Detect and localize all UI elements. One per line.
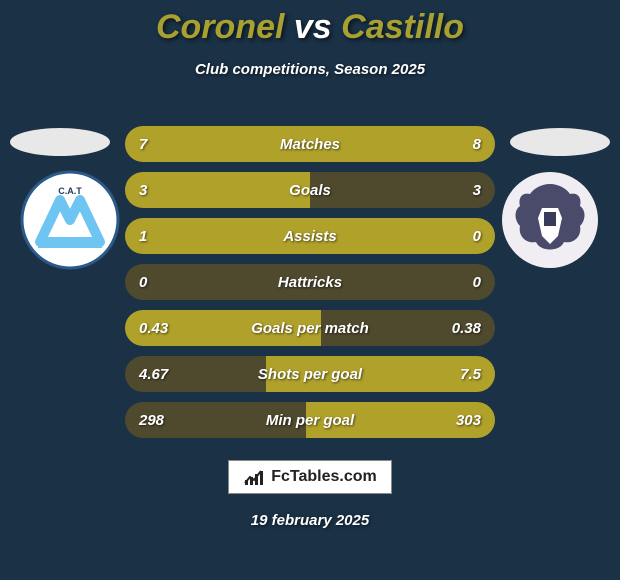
svg-text:C.A.T: C.A.T (58, 186, 82, 196)
club-crest-left-svg: C.A.T (20, 170, 120, 270)
infographic-container: Coronel vs Castillo Club competitions, S… (0, 0, 620, 580)
club-crest-left: C.A.T (20, 170, 120, 270)
infographic-date: 19 february 2025 (251, 512, 369, 529)
stat-label: Matches (125, 126, 495, 162)
stat-label: Shots per goal (125, 356, 495, 392)
comparison-title: Coronel vs Castillo (156, 8, 464, 47)
stat-row: 00Hattricks (125, 264, 495, 300)
stat-row: 33Goals (125, 172, 495, 208)
logo-text: FcTables.com (271, 468, 377, 486)
stat-row: 4.677.5Shots per goal (125, 356, 495, 392)
club-crest-right (500, 170, 600, 270)
stats-block: 78Matches 33Goals 10Assists 00Hattricks 0.43… (125, 126, 495, 438)
club-crest-right-svg (500, 170, 600, 270)
stat-label: Assists (125, 218, 495, 254)
stat-row: 10Assists (125, 218, 495, 254)
stat-row: 0.430.38Goals per match (125, 310, 495, 346)
fctables-logo: FcTables.com (228, 460, 392, 494)
stat-label: Goals per match (125, 310, 495, 346)
flag-right (510, 128, 610, 156)
stat-label: Hattricks (125, 264, 495, 300)
flag-left (10, 128, 110, 156)
player-left-name: Coronel (156, 8, 284, 46)
stat-row: 78Matches (125, 126, 495, 162)
player-right-name: Castillo (341, 8, 464, 46)
chart-icon (243, 467, 265, 487)
stat-label: Goals (125, 172, 495, 208)
title-vs: vs (284, 8, 341, 46)
stat-row: 298303Min per goal (125, 402, 495, 438)
subtitle: Club competitions, Season 2025 (195, 61, 425, 78)
stat-label: Min per goal (125, 402, 495, 438)
